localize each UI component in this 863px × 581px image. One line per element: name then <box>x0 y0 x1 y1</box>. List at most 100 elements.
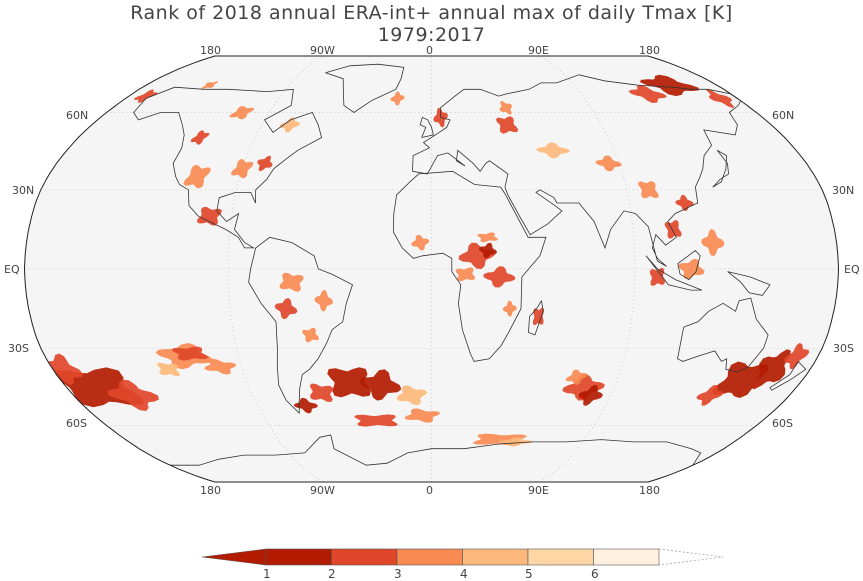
rank-patch <box>390 91 405 106</box>
lat-label-left: 30N <box>12 184 35 197</box>
coastline <box>412 74 742 267</box>
lat-label-right: 60N <box>772 109 795 122</box>
rank-patch <box>309 383 333 402</box>
rank-patch <box>495 116 519 134</box>
rank-patch <box>183 164 211 189</box>
lat-label-right: 60S <box>772 417 793 430</box>
lon-label-bottom: 90W <box>310 484 335 497</box>
coastline <box>325 63 405 113</box>
coastline <box>727 271 771 296</box>
lat-label-right: EQ <box>844 263 860 276</box>
lon-label-top: 180 <box>200 44 221 57</box>
colorbar-bin <box>527 548 594 566</box>
rank-patch <box>156 362 181 377</box>
rank-patch <box>478 242 497 259</box>
rank-patch <box>229 106 255 120</box>
lon-label-bottom: 180 <box>639 484 660 497</box>
lat-label-right: 30N <box>832 184 855 197</box>
legend-tick-label: 2 <box>328 567 336 581</box>
colorbar <box>201 548 724 566</box>
rank-patch <box>502 300 517 317</box>
rank-patch <box>171 346 209 361</box>
rank-patch <box>675 194 694 212</box>
rank-patch <box>499 100 512 115</box>
rank-patch <box>696 385 724 406</box>
rank-patch <box>314 290 333 312</box>
rank-patch <box>279 272 304 292</box>
rank-patch <box>359 369 402 401</box>
coastline <box>170 434 702 466</box>
lon-label-top: 180 <box>639 44 660 57</box>
rank-patch <box>536 142 570 159</box>
lon-label-top: 90W <box>310 44 335 57</box>
coastline <box>133 86 323 249</box>
rank-patch <box>274 298 298 320</box>
coastline <box>528 300 544 336</box>
legend-tick-label: 4 <box>460 567 468 581</box>
rank-patch <box>279 117 300 133</box>
rank-patch <box>455 267 476 282</box>
lon-label-bottom: 0 <box>426 484 433 497</box>
rank-patch <box>532 307 544 326</box>
map-subtitle: 1979:2017 <box>377 24 486 46</box>
rank-patch <box>751 349 791 390</box>
rank-patch <box>133 89 158 103</box>
rank-patch <box>293 397 318 414</box>
lat-label-left: EQ <box>4 263 20 276</box>
lat-label-left: 30S <box>8 342 29 355</box>
rank-patch <box>664 220 682 239</box>
map-title: Rank of 2018 annual ERA-int+ annual max … <box>130 2 733 24</box>
rank-patch <box>107 379 160 411</box>
rank-patch <box>498 437 533 447</box>
rank-patch <box>204 358 237 375</box>
rank-patch <box>190 130 210 145</box>
rank-patch <box>404 408 441 423</box>
map-border <box>23 55 840 483</box>
colorbar-bin <box>396 548 463 566</box>
rank-patch <box>483 266 516 288</box>
rank-patch <box>565 369 588 385</box>
legend-tick-label: 3 <box>394 567 402 581</box>
coastline <box>677 297 769 373</box>
coastline <box>392 170 547 362</box>
coastline <box>677 249 701 281</box>
rank-patch <box>411 234 430 251</box>
lon-label-top: 90E <box>528 44 549 57</box>
legend-tick-label: 6 <box>591 567 599 581</box>
colorbar-bin <box>593 548 660 566</box>
rank-patch <box>640 74 699 97</box>
rank-patch <box>595 155 622 172</box>
rank-patch <box>48 353 83 386</box>
rank-patch <box>649 267 666 286</box>
rank-patch <box>638 181 659 199</box>
rank-patch <box>327 367 371 398</box>
rank-patch <box>257 155 273 172</box>
coastline <box>645 255 703 291</box>
graticule <box>24 56 839 482</box>
lon-label-bottom: 180 <box>200 484 221 497</box>
lon-label-top: 0 <box>426 44 433 57</box>
legend-tick-label: 1 <box>263 567 271 581</box>
rank-patch <box>201 81 219 89</box>
coastline <box>769 361 807 391</box>
rank-patch <box>354 414 398 427</box>
rank-patch <box>477 232 498 243</box>
rank-patch <box>396 385 428 406</box>
colorbar-lower-arrow <box>201 548 267 566</box>
coastline <box>712 149 730 188</box>
rank-shading <box>48 74 810 447</box>
rank-patch <box>196 206 223 226</box>
rank-patch <box>701 228 725 257</box>
rank-patch <box>712 361 769 398</box>
rank-patch <box>706 89 735 109</box>
colorbar-upper-arrow <box>658 548 724 566</box>
lat-label-left: 60S <box>66 417 87 430</box>
rank-patch <box>578 384 603 406</box>
colorbar-bin <box>331 548 398 566</box>
coastline <box>419 116 434 138</box>
coastlines <box>133 63 807 466</box>
lat-label-left: 60N <box>66 109 89 122</box>
rank-patch <box>302 327 319 343</box>
rank-patch <box>784 342 810 370</box>
